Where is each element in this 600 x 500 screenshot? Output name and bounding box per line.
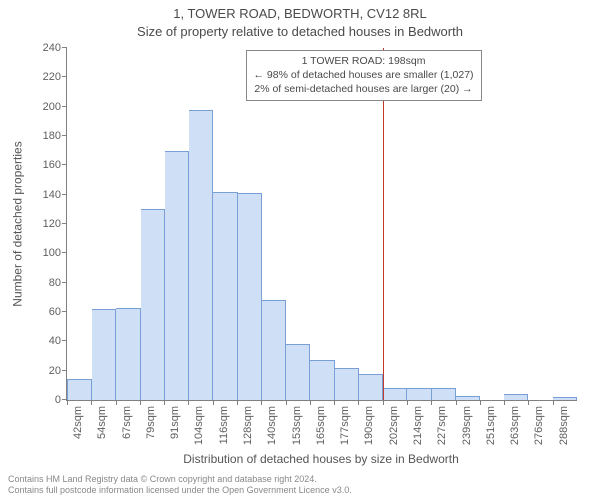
histogram-bar — [286, 344, 310, 400]
y-tick-mark — [62, 106, 67, 107]
x-tick-label: 54sqm — [94, 406, 108, 439]
x-tick-mark — [140, 400, 141, 405]
histogram-bar — [456, 396, 480, 400]
x-tick-label: 214sqm — [410, 406, 424, 445]
y-tick-label: 220 — [43, 71, 67, 83]
x-tick-mark — [358, 400, 359, 405]
x-tick-label: 288sqm — [556, 406, 570, 445]
x-axis-label: Distribution of detached houses by size … — [66, 452, 576, 466]
y-tick-label: 140 — [43, 189, 67, 201]
x-tick-mark — [407, 400, 408, 405]
histogram-bar — [407, 388, 431, 400]
histogram-bar — [504, 394, 528, 400]
y-tick-label: 100 — [43, 247, 67, 259]
x-tick-mark — [431, 400, 432, 405]
x-tick-mark — [383, 400, 384, 405]
x-tick-mark — [456, 400, 457, 405]
y-tick-label: 60 — [49, 306, 67, 318]
x-tick-label: 263sqm — [507, 406, 521, 445]
y-tick-mark — [62, 223, 67, 224]
y-tick-label: 200 — [43, 101, 67, 113]
histogram-bar — [383, 388, 407, 400]
x-tick-mark — [91, 400, 92, 405]
x-tick-mark — [480, 400, 481, 405]
y-axis-label: Number of detached properties — [10, 48, 26, 400]
y-tick-label: 120 — [43, 218, 67, 230]
histogram-bar — [116, 308, 140, 400]
histogram-bar — [213, 192, 237, 400]
x-tick-label: 165sqm — [313, 406, 327, 445]
x-tick-mark — [213, 400, 214, 405]
histogram-bar — [359, 374, 383, 400]
y-tick-mark — [62, 47, 67, 48]
x-tick-mark — [164, 400, 165, 405]
x-tick-label: 42sqm — [70, 406, 84, 439]
y-tick-label: 160 — [43, 159, 67, 171]
plot-area: 1 TOWER ROAD: 198sqm ← 98% of detached h… — [66, 48, 577, 401]
y-tick-label: 80 — [49, 277, 67, 289]
y-tick-mark — [62, 370, 67, 371]
x-tick-label: 251sqm — [483, 406, 497, 445]
histogram-bar — [67, 379, 92, 400]
x-tick-mark — [310, 400, 311, 405]
annotation-box: 1 TOWER ROAD: 198sqm ← 98% of detached h… — [246, 50, 482, 101]
y-tick-mark — [62, 282, 67, 283]
x-tick-label: 67sqm — [119, 406, 133, 439]
annotation-line1: 1 TOWER ROAD: 198sqm — [254, 54, 474, 68]
histogram-bar — [262, 300, 286, 400]
x-tick-mark — [504, 400, 505, 405]
x-tick-mark — [528, 400, 529, 405]
histogram-bar — [553, 397, 577, 400]
x-tick-label: 104sqm — [191, 406, 205, 445]
histogram-bar — [310, 360, 334, 400]
y-tick-label: 20 — [49, 365, 67, 377]
annotation-line2: ← 98% of detached houses are smaller (1,… — [254, 68, 474, 82]
annotation-line3: 2% of semi-detached houses are larger (2… — [254, 82, 474, 96]
y-tick-mark — [62, 252, 67, 253]
y-tick-label: 240 — [43, 42, 67, 54]
y-tick-label: 0 — [55, 394, 67, 406]
x-tick-label: 91sqm — [167, 406, 181, 439]
x-tick-mark — [261, 400, 262, 405]
x-tick-label: 140sqm — [264, 406, 278, 445]
x-tick-mark — [116, 400, 117, 405]
chart-title-line1: 1, TOWER ROAD, BEDWORTH, CV12 8RL — [0, 6, 600, 21]
x-tick-label: 116sqm — [216, 406, 230, 444]
x-tick-mark — [334, 400, 335, 405]
y-tick-mark — [62, 76, 67, 77]
y-tick-mark — [62, 135, 67, 136]
x-tick-label: 79sqm — [143, 406, 157, 439]
x-tick-mark — [553, 400, 554, 405]
x-tick-label: 190sqm — [361, 406, 375, 445]
x-tick-label: 177sqm — [337, 406, 351, 445]
y-tick-label: 40 — [49, 335, 67, 347]
y-tick-label: 180 — [43, 130, 67, 142]
x-tick-label: 202sqm — [386, 406, 400, 445]
footer-attribution: Contains HM Land Registry data © Crown c… — [8, 474, 352, 497]
x-tick-mark — [188, 400, 189, 405]
y-tick-mark — [62, 194, 67, 195]
histogram-bar — [165, 151, 189, 400]
y-tick-mark — [62, 311, 67, 312]
reference-line — [383, 48, 384, 400]
chart-title-line2: Size of property relative to detached ho… — [0, 24, 600, 39]
x-tick-mark — [237, 400, 238, 405]
x-tick-label: 153sqm — [289, 406, 303, 445]
y-tick-mark — [62, 164, 67, 165]
histogram-bar — [92, 309, 116, 400]
histogram-bars — [67, 48, 577, 400]
histogram-bar — [141, 209, 165, 400]
x-tick-mark — [67, 400, 68, 405]
histogram-bar — [432, 388, 456, 400]
x-tick-label: 276sqm — [531, 406, 545, 445]
x-tick-label: 227sqm — [434, 406, 448, 445]
histogram-bar — [189, 110, 213, 400]
y-tick-mark — [62, 340, 67, 341]
histogram-bar — [238, 193, 262, 400]
x-tick-mark — [286, 400, 287, 405]
histogram-bar — [335, 368, 359, 400]
x-tick-label: 239sqm — [459, 406, 473, 445]
x-tick-label: 128sqm — [240, 406, 254, 445]
